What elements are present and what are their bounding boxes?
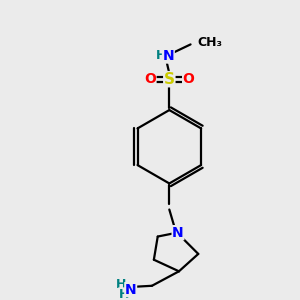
Text: N: N [125,283,136,297]
Text: H: H [116,278,126,291]
Text: CH₃: CH₃ [197,36,222,49]
Text: O: O [183,72,195,86]
Text: N: N [172,226,184,240]
Text: S: S [164,72,175,87]
Text: N: N [163,49,174,63]
Text: H: H [119,288,129,300]
Text: O: O [144,72,156,86]
Text: H: H [155,50,166,62]
